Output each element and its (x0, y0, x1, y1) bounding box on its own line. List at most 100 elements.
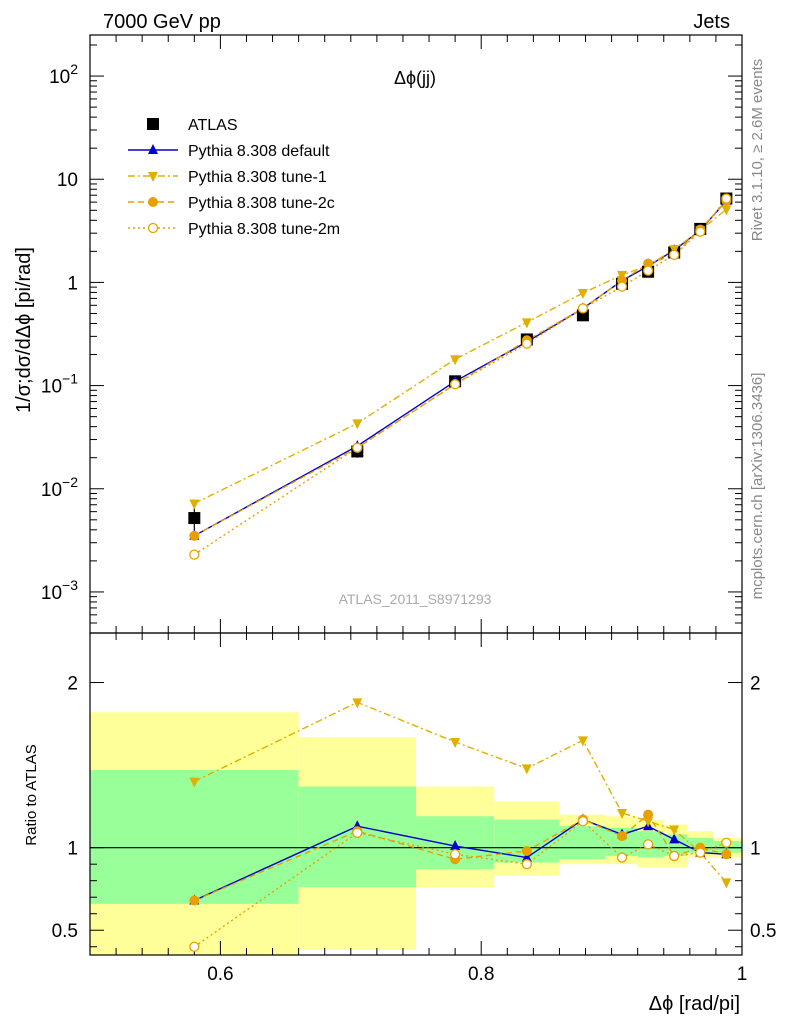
band-green (663, 834, 688, 856)
y-tick-label-base: 10 (41, 377, 62, 398)
main-point-pythia-8-308-tune-2m (577, 303, 589, 314)
main-point-pythia-8-308-tune-1 (721, 205, 732, 216)
ratio-point-pythia-8-308-default (450, 840, 461, 851)
ratio-point-pythia-8-308-tune-2m (642, 839, 654, 850)
ratio-point-pythia-8-308-tune-2m (721, 837, 732, 848)
ratio-line-pythia-8-308-default (194, 818, 727, 902)
rivet-label: Rivet 3.1.10, ≥ 2.6M events (749, 59, 766, 242)
main-point-pythia-8-308-tune-2c (189, 530, 200, 541)
main-point-pythia-8-308-tune-2m (352, 442, 363, 453)
x-tick-label: 1 (737, 964, 748, 985)
ratio-point-pythia-8-308-tune-1 (189, 777, 200, 788)
legend-marker-pythia-8-308-default (148, 144, 158, 154)
main-point-pythia-8-308-tune-2c (643, 258, 654, 269)
legend-marker-atlas (147, 118, 159, 130)
main-point-pythia-8-308-tune-2m (521, 338, 532, 349)
legend-label-pythia-8-308-tune-1: Pythia 8.308 tune-1 (188, 169, 327, 186)
main-point-pythia-8-308-tune-2m (449, 379, 461, 390)
ratio-point-pythia-8-308-tune-1 (669, 825, 680, 836)
ratio-point-pythia-8-308-tune-2c (521, 845, 532, 856)
y-tick-label-base: 10 (41, 583, 62, 604)
x-tick-label: 0.8 (468, 964, 494, 985)
main-line-pythia-8-308-tune-2c (193, 200, 727, 537)
mcplots-label: mcplots.cern.ch [arXiv:1306.3436] (749, 373, 766, 600)
y-tick-label: 102 (49, 61, 78, 88)
legend-label-pythia-8-308-tune-2m: Pythia 8.308 tune-2m (188, 221, 340, 238)
y-tick-label-base: 1 (67, 273, 78, 294)
ratio-axis-ticks: 0.6 0.8 1 0.5 0.5 1 1 2 2 (52, 633, 776, 985)
main-point-pythia-8-308-tune-2m (189, 549, 200, 560)
x-tick-label: 0.6 (207, 964, 233, 985)
y-tick-label-exponent: −3 (62, 577, 78, 593)
y-tick-label: 2 (67, 674, 78, 695)
legend-marker-pythia-8-308-tune-1 (148, 172, 158, 182)
ratio-plot-frame (89, 632, 743, 956)
main-point-pythia-8-308-tune-1 (352, 419, 363, 430)
ratio-line-pythia-8-308-tune-1 (194, 701, 727, 883)
ratio-point-pythia-8-308-tune-1 (577, 736, 588, 747)
ratio-point-pythia-8-308-default (521, 851, 532, 862)
ratio-point-pythia-8-308-tune-2c (721, 849, 732, 860)
band-green (559, 826, 606, 860)
watermark: ATLAS_2011_S8971293 (339, 591, 492, 607)
y-tick-label-exponent: −1 (62, 371, 78, 387)
ratio-line-pythia-8-308-tune-2c (194, 813, 727, 902)
ratio-ylabel: Ratio to ATLAS (23, 744, 40, 845)
band-green (90, 770, 299, 904)
main-point-pythia-8-308-tune-2m (642, 265, 654, 276)
main-point-atlas (188, 512, 201, 525)
main-point-pythia-8-308-tune-2m (721, 193, 732, 204)
main-point-pythia-8-308-tune-2m (695, 226, 706, 237)
ratio-point-pythia-8-308-tune-2m (449, 849, 461, 860)
y-tick-label-exponent: −2 (62, 474, 78, 490)
ratio-point-pythia-8-308-tune-2m (669, 850, 680, 862)
y-tick-label: 10 (57, 170, 78, 191)
header-right: Jets (693, 11, 730, 33)
y-tick-label-right: 2 (750, 674, 761, 695)
main-point-pythia-8-308-tune-1 (450, 355, 461, 366)
main-point-pythia-8-308-tune-1 (189, 499, 200, 510)
main-point-pythia-8-308-tune-2m (669, 249, 680, 260)
ratio-line-pythia-8-308-tune-2m (193, 820, 727, 948)
y-tick-label: 1 (67, 839, 78, 860)
ratio-point-pythia-8-308-tune-2c (643, 809, 654, 820)
y-tick-label-base: 10 (57, 170, 78, 191)
ratio-point-pythia-8-308-tune-1 (643, 817, 654, 828)
ratio-point-pythia-8-308-tune-2m (352, 827, 363, 838)
ratio-point-pythia-8-308-tune-1 (450, 737, 461, 748)
ratio-point-pythia-8-308-tune-2c (189, 895, 200, 906)
y-tick-label: 10−1 (41, 371, 78, 398)
y-tick-label-exponent: 2 (70, 61, 78, 77)
xlabel: Δϕ [rad/pi] (649, 993, 740, 1015)
legend-marker-pythia-8-308-tune-2c (148, 197, 158, 207)
legend-label-atlas: ATLAS (188, 117, 238, 134)
ratio-point-pythia-8-308-tune-2m (521, 859, 532, 870)
main-point-pythia-8-308-tune-2m (616, 281, 628, 292)
ratio-point-pythia-8-308-tune-2m (577, 816, 589, 827)
legend: ATLAS Pythia 8.308 default Pythia 8.308 tu… (128, 117, 340, 238)
ratio-point-pythia-8-308-tune-2c (617, 831, 628, 842)
main-line-pythia-8-308-default (193, 200, 727, 537)
legend-label-pythia-8-308-tune-2c: Pythia 8.308 tune-2c (188, 195, 335, 212)
main-line-pythia-8-308-tune-1 (194, 208, 727, 505)
ratio-point-pythia-8-308-tune-1 (617, 808, 628, 819)
ratio-point-pythia-8-308-tune-1 (521, 764, 532, 775)
ratio-uncertainty-bands (90, 712, 742, 955)
ratio-point-pythia-8-308-tune-1 (352, 698, 363, 709)
main-point-pythia-8-308-tune-1 (521, 318, 532, 329)
main-ylabel: 1/σ;dσ/dΔϕ [pi/rad] (13, 247, 35, 413)
y-tick-label: 10−3 (41, 577, 78, 604)
main-series-points (188, 192, 733, 560)
ratio-point-pythia-8-308-tune-2m (616, 852, 628, 863)
ratio-series-lines (193, 701, 727, 948)
legend-marker-pythia-8-308-tune-2m (147, 222, 159, 234)
y-tick-label: 1 (67, 273, 78, 294)
main-title: Δϕ(jj) (394, 68, 436, 88)
y-tick-label-right: 1 (750, 839, 761, 860)
y-tick-label-base: 10 (49, 67, 70, 88)
main-point-pythia-8-308-tune-1 (577, 288, 588, 299)
legend-label-pythia-8-308-default: Pythia 8.308 default (188, 143, 330, 160)
header-left: 7000 GeV pp (103, 11, 221, 33)
ratio-series-points (189, 698, 732, 952)
